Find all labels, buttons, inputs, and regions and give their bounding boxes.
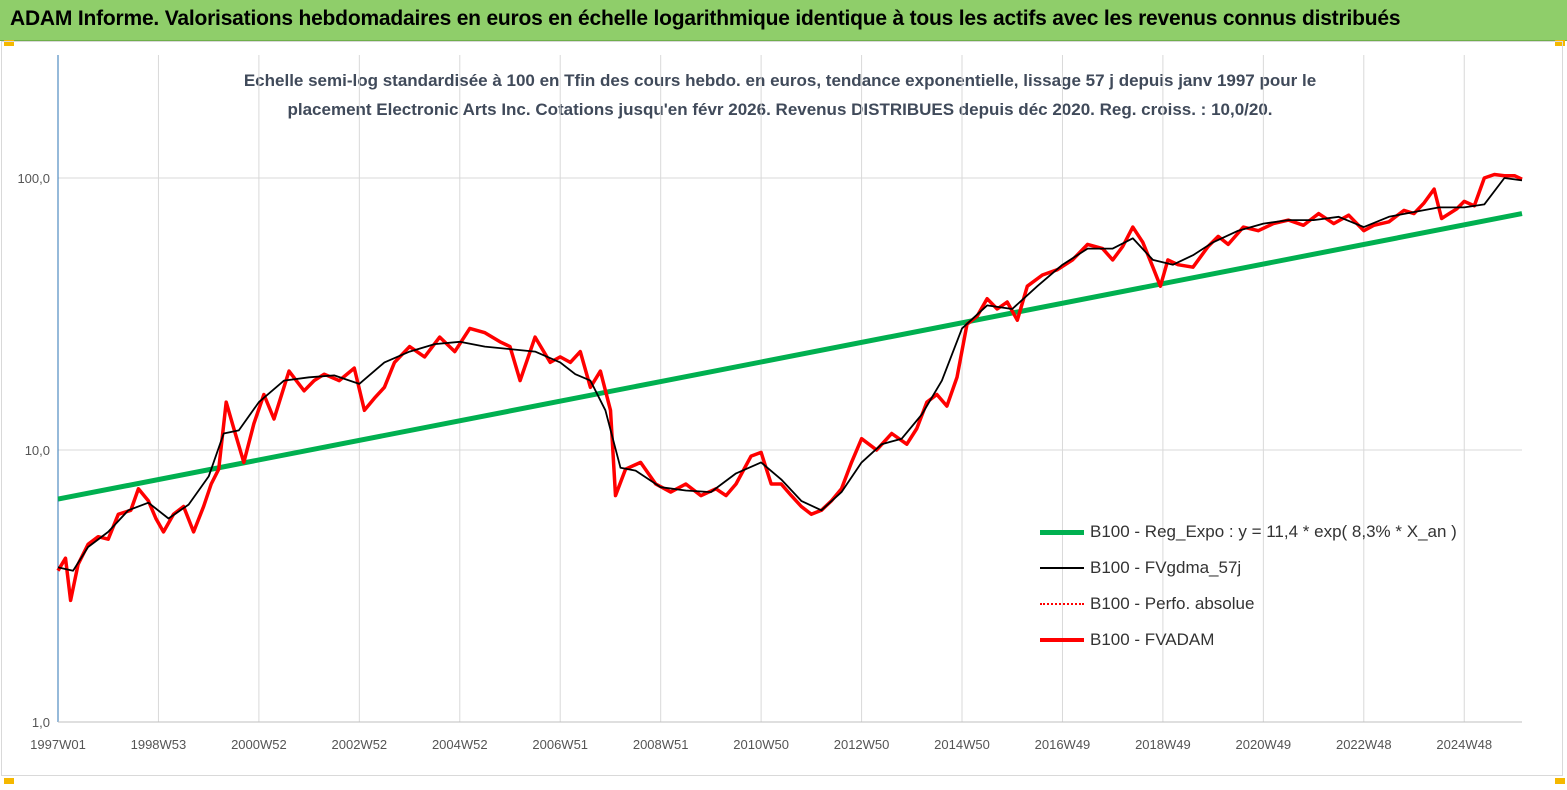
legend-swatch-trend xyxy=(1040,529,1084,535)
y-tick-label: 100,0 xyxy=(17,171,50,186)
series-line-smooth xyxy=(57,177,1523,572)
corner-marker xyxy=(4,40,14,46)
y-tick-label: 10,0 xyxy=(25,443,50,458)
legend-item-perf: B100 - Perfo. absolue xyxy=(1040,592,1254,616)
legend-label-perf: B100 - Perfo. absolue xyxy=(1090,594,1255,613)
x-tick-label: 2004W52 xyxy=(432,737,488,752)
x-tick-label: 1998W53 xyxy=(131,737,187,752)
x-tick-label: 2016W49 xyxy=(1035,737,1091,752)
y-tick-label: 1,0 xyxy=(32,715,50,730)
chart-frame xyxy=(1,41,1563,776)
x-tick-label: 1997W01 xyxy=(30,737,86,752)
corner-marker xyxy=(4,778,14,784)
x-tick-label: 2022W48 xyxy=(1336,737,1392,752)
legend-label-fvadam: B100 - FVADAM xyxy=(1090,630,1215,649)
series-line-trend xyxy=(57,211,1523,502)
x-tick-label: 2008W51 xyxy=(633,737,689,752)
legend-item-smooth: B100 - FVgdma_57j xyxy=(1040,556,1241,580)
x-tick-label: 2010W50 xyxy=(733,737,789,752)
report-header-banner: ADAM Informe. Valorisations hebdomadaire… xyxy=(0,0,1567,41)
legend-item-fvadam: B100 - FVADAM xyxy=(1040,628,1214,652)
report-title: ADAM Informe. Valorisations hebdomadaire… xyxy=(10,7,1401,30)
chart-subtitle-line-2: placement Electronic Arts Inc. Cotations… xyxy=(287,100,1273,119)
chart-subtitle: Echelle semi-log standardisée à 100 en T… xyxy=(180,66,1380,124)
x-tick-label: 2006W51 xyxy=(532,737,588,752)
x-tick-label: 2000W52 xyxy=(231,737,287,752)
x-tick-label: 2012W50 xyxy=(834,737,890,752)
legend-swatch-fvadam xyxy=(1040,638,1084,642)
legend-swatch-smooth xyxy=(1040,567,1084,569)
legend-label-smooth: B100 - FVgdma_57j xyxy=(1090,558,1242,577)
legend-item-trend: B100 - Reg_Expo : y = 11,4 * exp( 8,3% *… xyxy=(1040,520,1457,544)
x-tick-label: 2024W48 xyxy=(1436,737,1492,752)
corner-marker xyxy=(1555,778,1565,784)
x-tick-label: 2018W49 xyxy=(1135,737,1191,752)
series-line-fvadam xyxy=(56,172,1523,603)
chart-subtitle-line-1: Echelle semi-log standardisée à 100 en T… xyxy=(243,71,1317,90)
x-tick-label: 2020W49 xyxy=(1236,737,1292,752)
legend-swatch-perf xyxy=(1040,603,1084,605)
x-tick-label: 2014W50 xyxy=(934,737,990,752)
corner-marker xyxy=(1555,40,1565,46)
x-tick-label: 2002W52 xyxy=(332,737,388,752)
legend-label-trend: B100 - Reg_Expo : y = 11,4 * exp( 8,3% *… xyxy=(1090,522,1457,541)
